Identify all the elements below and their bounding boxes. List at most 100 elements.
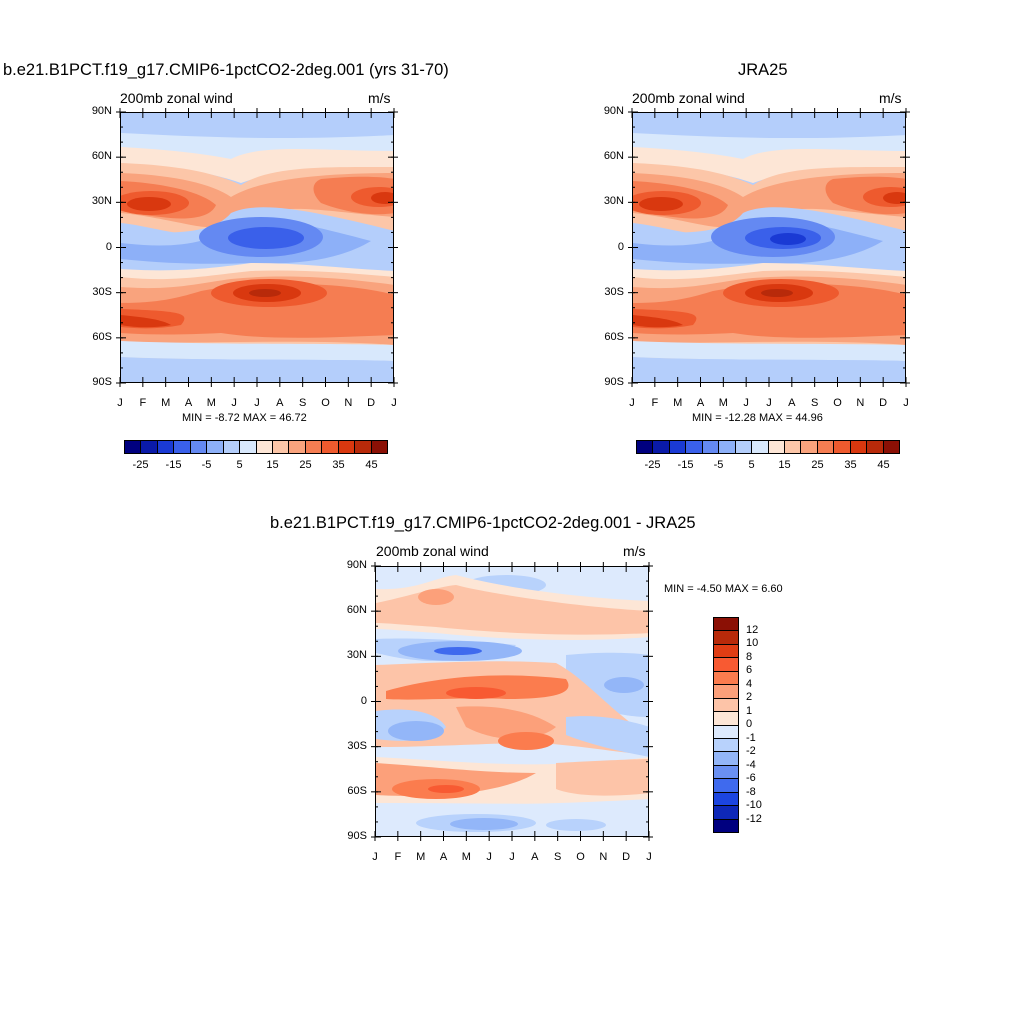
contour-core: [450, 818, 518, 830]
y-tick-label: 60S: [92, 330, 112, 343]
colorbar-swatch: [157, 441, 175, 453]
colorbar-tick-label: 10: [746, 637, 759, 649]
colorbar-swatch: [867, 441, 884, 453]
panel3-left-label: 200mb zonal wind: [376, 543, 489, 559]
colorbar-swatch: [637, 441, 654, 453]
contour-band: [556, 759, 648, 796]
x-tick-label: J: [254, 397, 260, 409]
x-tick-label: J: [117, 397, 123, 409]
colorbar-tick-label: 2: [746, 691, 753, 703]
contour-core: [434, 647, 482, 655]
y-tick-label: 30S: [92, 285, 112, 298]
y-tick-label: 30S: [604, 285, 624, 298]
x-tick-label: S: [553, 851, 562, 863]
colorbar-swatch: [834, 441, 851, 453]
panel1-stats: MIN = -8.72 MAX = 46.72: [182, 412, 307, 424]
y-tick-label: 30S: [347, 739, 367, 752]
colorbar-swatch: [355, 441, 372, 453]
x-tick-label: N: [599, 851, 608, 863]
contour-band: [121, 113, 393, 138]
y-tick-label: 30N: [603, 195, 624, 208]
colorbar-tick-label: 15: [266, 459, 279, 471]
x-tick-label: O: [321, 397, 330, 409]
colorbar-swatch: [714, 765, 738, 780]
panel2-left-label: 200mb zonal wind: [632, 90, 745, 106]
colorbar-swatch: [240, 441, 257, 453]
contour-band: [566, 716, 648, 757]
colorbar-swatch: [883, 441, 899, 453]
panel2-title: JRA25: [738, 61, 788, 79]
y-tick-label: 60N: [91, 150, 112, 163]
panel3-colorbar: [713, 617, 739, 833]
y-tick-label: 90N: [346, 559, 367, 571]
x-tick-label: A: [184, 397, 193, 409]
contour-band: [633, 341, 905, 361]
panel3-stats: MIN = -4.50 MAX = 6.60: [664, 583, 783, 595]
colorbar-swatch: [669, 441, 687, 453]
colorbar-swatch: [190, 441, 208, 453]
x-tick-label: J: [231, 397, 237, 409]
colorbar-tick-label: 12: [746, 623, 759, 636]
colorbar-swatch: [719, 441, 736, 453]
colorbar-tick-label: 35: [332, 459, 345, 471]
panel2-stats: MIN = -12.28 MAX = 44.96: [692, 412, 823, 424]
colorbar-tick-label: 25: [811, 459, 824, 471]
colorbar-swatch: [125, 441, 142, 453]
contour-band: [633, 113, 905, 138]
colorbar-swatch: [714, 631, 738, 645]
x-tick-label: M: [673, 397, 683, 409]
panel1-units-label: m/s: [368, 90, 391, 106]
colorbar-swatch: [289, 441, 306, 453]
colorbar-tick-label: -4: [746, 758, 756, 771]
colorbar-swatch: [850, 441, 868, 453]
contour-band: [633, 357, 905, 382]
contour-core: [228, 227, 304, 249]
colorbar-swatch: [207, 441, 224, 453]
panel3-plot-area: [375, 566, 649, 837]
panel2-units-label: m/s: [879, 90, 902, 106]
panel3-title: b.e21.B1PCT.f19_g17.CMIP6-1pctCO2-2deg.0…: [270, 514, 696, 532]
colorbar-tick-label: -6: [746, 772, 756, 784]
panel3-units-label: m/s: [623, 543, 646, 559]
y-tick-label: 60N: [603, 150, 624, 163]
contour-core: [546, 819, 606, 831]
y-tick-label: 60N: [346, 604, 367, 617]
x-tick-label: A: [439, 851, 448, 863]
panel2-plot-area: [632, 112, 906, 383]
colorbar-tick-label: 5: [236, 459, 243, 471]
colorbar-swatch: [714, 712, 738, 726]
colorbar-tick-label: -2: [746, 745, 756, 757]
y-tick-label: 0: [360, 694, 367, 707]
x-tick-label: M: [206, 397, 216, 409]
colorbar-swatch: [305, 441, 323, 453]
x-tick-label: F: [394, 851, 402, 863]
colorbar-swatch: [322, 441, 339, 453]
contour-core: [428, 785, 464, 793]
colorbar-swatch: [714, 779, 738, 793]
y-tick-label: 90S: [347, 830, 367, 842]
panel1-colorbar: [124, 440, 388, 454]
colorbar-swatch: [714, 738, 738, 753]
panel1-plot-area: [120, 112, 394, 383]
x-tick-label: F: [651, 397, 659, 409]
colorbar-swatch: [338, 441, 356, 453]
contour-core: [639, 197, 683, 211]
contour-core: [770, 233, 806, 245]
contour-band: [121, 147, 393, 183]
contour-band: [121, 315, 171, 328]
colorbar-swatch: [714, 671, 738, 686]
contour-band: [121, 357, 393, 382]
colorbar-swatch: [752, 441, 769, 453]
x-tick-label: D: [879, 397, 888, 409]
colorbar-swatch: [174, 441, 191, 453]
x-tick-label: A: [276, 397, 284, 409]
colorbar-swatch: [714, 752, 738, 766]
colorbar-swatch: [735, 441, 753, 453]
x-tick-label: J: [629, 397, 635, 409]
panel1-title: b.e21.B1PCT.f19_g17.CMIP6-1pctCO2-2deg.0…: [3, 61, 449, 79]
colorbar-tick-label: -12: [746, 812, 762, 825]
colorbar-swatch: [141, 441, 158, 453]
colorbar-swatch: [801, 441, 818, 453]
contour-core: [371, 192, 393, 204]
x-tick-label: M: [461, 851, 471, 863]
